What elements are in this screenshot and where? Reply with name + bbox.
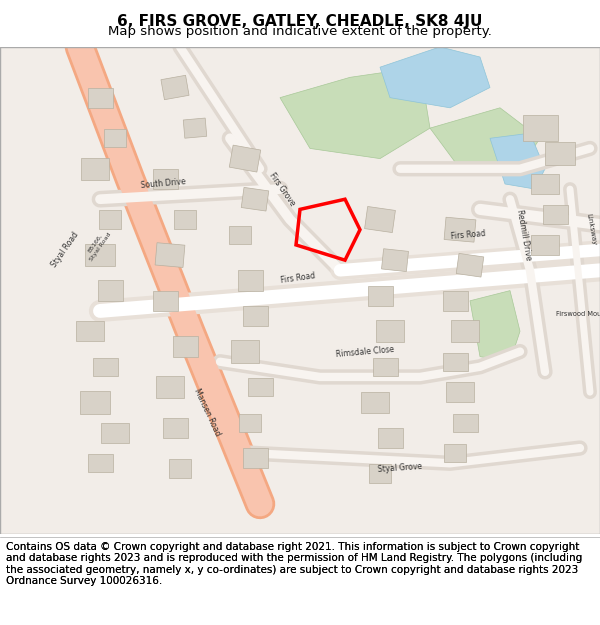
Text: Firs Road: Firs Road — [450, 229, 486, 241]
Bar — [446, 382, 474, 402]
Bar — [169, 459, 191, 478]
Bar — [76, 321, 104, 341]
Bar — [456, 253, 484, 277]
Bar — [231, 341, 259, 362]
Bar — [163, 418, 187, 438]
Bar — [183, 118, 207, 138]
Text: 6, FIRS GROVE, GATLEY, CHEADLE, SK8 4JU: 6, FIRS GROVE, GATLEY, CHEADLE, SK8 4JU — [118, 14, 482, 29]
Bar — [88, 454, 113, 472]
Polygon shape — [380, 47, 490, 108]
Text: Styal Road: Styal Road — [50, 231, 80, 269]
Bar — [248, 378, 272, 396]
Bar — [85, 244, 115, 266]
Bar — [542, 205, 568, 224]
Bar — [361, 392, 389, 412]
Bar — [92, 357, 118, 376]
Text: B5166,
Styal Road: B5166, Styal Road — [84, 228, 112, 262]
Polygon shape — [430, 107, 540, 169]
Bar — [99, 211, 121, 229]
Bar — [242, 306, 268, 326]
Bar — [367, 286, 392, 306]
Bar — [523, 116, 557, 141]
Bar — [545, 142, 575, 164]
Bar — [531, 235, 559, 255]
Bar — [443, 291, 467, 311]
Bar — [241, 188, 269, 211]
Bar — [155, 242, 185, 268]
Bar — [382, 249, 409, 272]
Text: Linksway: Linksway — [585, 213, 596, 246]
Bar — [452, 414, 478, 432]
Bar — [365, 206, 395, 232]
Text: Rimsdale Close: Rimsdale Close — [335, 344, 395, 359]
Text: Contains OS data © Crown copyright and database right 2021. This information is : Contains OS data © Crown copyright and d… — [6, 542, 582, 586]
Bar — [152, 169, 178, 189]
Bar — [376, 320, 404, 342]
Text: Contains OS data © Crown copyright and database right 2021. This information is : Contains OS data © Crown copyright and d… — [6, 542, 582, 586]
Bar — [369, 464, 391, 482]
Bar — [174, 211, 196, 229]
Bar — [173, 336, 197, 357]
Text: South Drive: South Drive — [140, 177, 186, 191]
Text: Map shows position and indicative extent of the property.: Map shows position and indicative extent… — [108, 26, 492, 39]
Bar — [104, 129, 126, 148]
Bar — [97, 281, 122, 301]
Bar — [531, 174, 559, 194]
Bar — [152, 291, 178, 311]
Bar — [88, 88, 113, 108]
Text: Redmill Drive: Redmill Drive — [515, 209, 533, 261]
Text: Firs Road: Firs Road — [280, 271, 316, 284]
Bar — [444, 217, 476, 242]
Polygon shape — [490, 133, 545, 189]
Text: Styal Grove: Styal Grove — [377, 462, 422, 474]
Bar — [444, 444, 466, 462]
Bar — [229, 145, 260, 172]
Bar — [101, 422, 129, 443]
Bar — [373, 357, 398, 376]
Polygon shape — [280, 67, 430, 159]
Bar — [443, 352, 467, 371]
Bar — [451, 320, 479, 342]
Text: Firs Grove: Firs Grove — [267, 171, 297, 208]
Text: Mansen Road: Mansen Road — [192, 388, 222, 438]
Bar — [80, 391, 110, 414]
Bar — [377, 428, 403, 448]
Bar — [81, 158, 109, 180]
Bar — [161, 75, 189, 100]
Bar — [156, 376, 184, 398]
Bar — [229, 226, 251, 244]
Bar — [239, 414, 261, 432]
Bar — [242, 448, 268, 468]
Polygon shape — [470, 291, 520, 362]
Text: Firswood Mount: Firswood Mount — [556, 311, 600, 317]
Bar — [238, 270, 263, 291]
